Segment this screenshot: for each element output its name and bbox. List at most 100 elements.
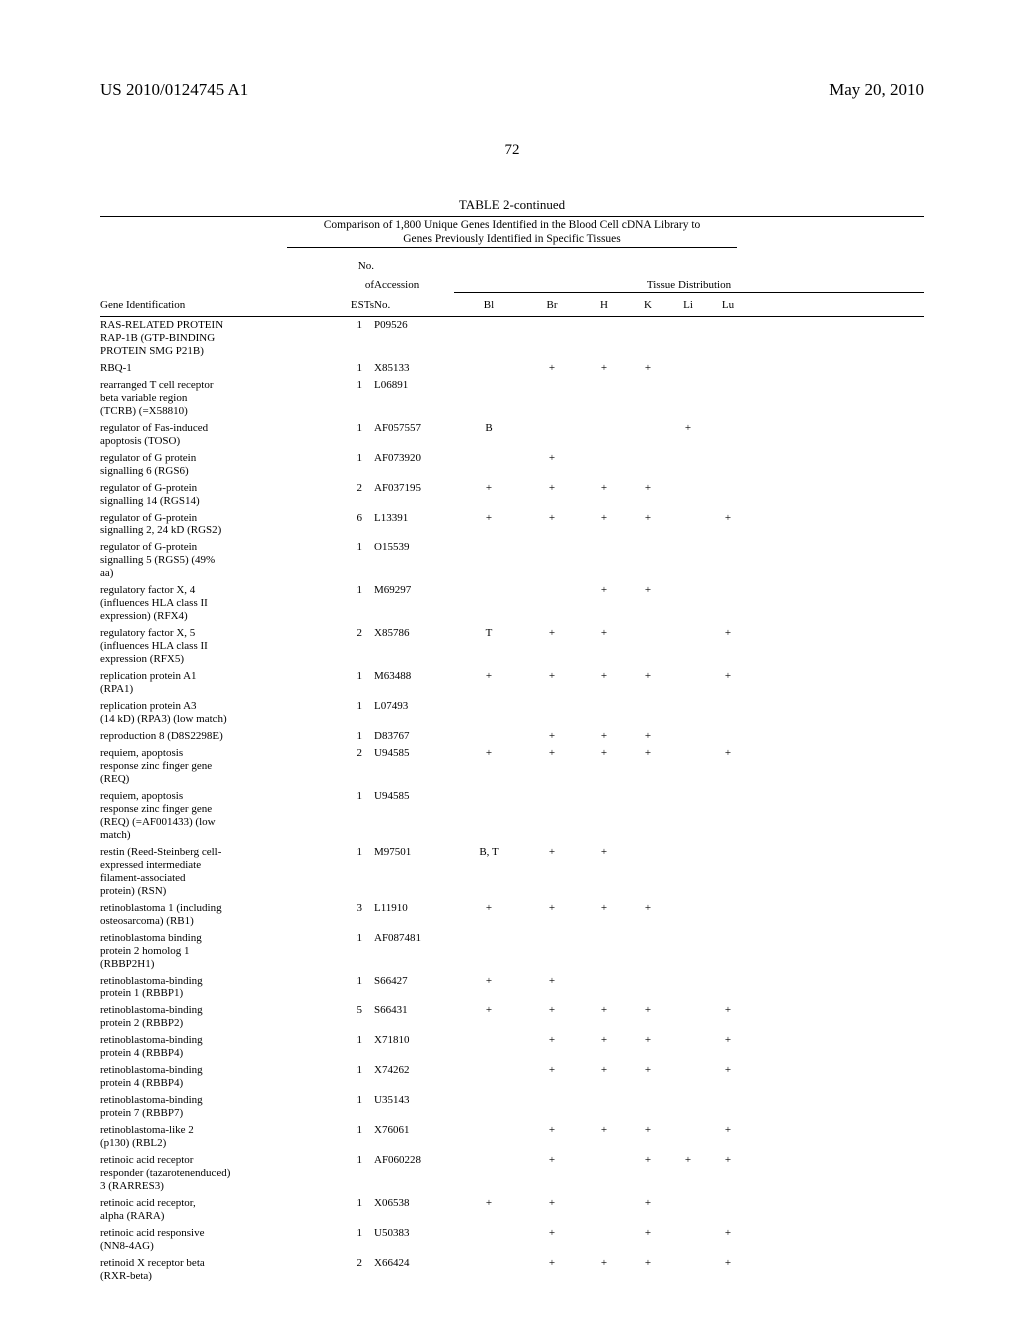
cell-lu <box>708 698 748 728</box>
table-row: retinoblastoma-bindingprotein 2 (RBBP2)5… <box>100 1002 924 1032</box>
cell-bl: + <box>454 973 524 1003</box>
table-row: RBQ-11X85133+++ <box>100 360 924 377</box>
cell-k: + <box>628 1032 668 1062</box>
cell-bl: + <box>454 668 524 698</box>
cell-lu <box>708 377 748 420</box>
cell-k <box>628 316 668 359</box>
cell-lu: + <box>708 510 748 540</box>
cell-accession: U94585 <box>374 745 454 788</box>
hdr-ests: ESTs <box>330 299 374 316</box>
cell-h: + <box>580 480 628 510</box>
cell-bl: B, T <box>454 844 524 900</box>
cell-k <box>628 844 668 900</box>
cell-li <box>668 360 708 377</box>
cell-accession: AF060228 <box>374 1152 454 1195</box>
cell-gene: RAS-RELATED PROTEINRAP-1B (GTP-BINDINGPR… <box>100 316 330 359</box>
cell-lu: + <box>708 1032 748 1062</box>
cell-accession: X66424 <box>374 1255 454 1285</box>
cell-accession: M97501 <box>374 844 454 900</box>
cell-h <box>580 930 628 973</box>
table-row: regulator of G-proteinsignalling 14 (RGS… <box>100 480 924 510</box>
cell-lu: + <box>708 1152 748 1195</box>
cell-br <box>524 1092 580 1122</box>
cell-li <box>668 1195 708 1225</box>
cell-bl: B <box>454 420 524 450</box>
cell-h <box>580 788 628 844</box>
table-row: replication protein A3(14 kD) (RPA3) (lo… <box>100 698 924 728</box>
table-row: rearranged T cell receptorbeta variable … <box>100 377 924 420</box>
cell-ests: 5 <box>330 1002 374 1032</box>
cell-k: + <box>628 1152 668 1195</box>
cell-bl <box>454 1122 524 1152</box>
cell-li <box>668 1062 708 1092</box>
hdr-bl: Bl <box>454 299 524 316</box>
cell-gene: regulator of G-proteinsignalling 2, 24 k… <box>100 510 330 540</box>
cell-accession: O15539 <box>374 539 454 582</box>
cell-accession: L13391 <box>374 510 454 540</box>
table-row: retinoblastoma-like 2(p130) (RBL2)1X7606… <box>100 1122 924 1152</box>
cell-k: + <box>628 1225 668 1255</box>
cell-br: + <box>524 360 580 377</box>
cell-lu: + <box>708 625 748 668</box>
hdr-k: K <box>628 299 668 316</box>
table-row: requiem, apoptosisresponse zinc finger g… <box>100 745 924 788</box>
cell-li <box>668 668 708 698</box>
cell-accession: X85133 <box>374 360 454 377</box>
cell-h <box>580 316 628 359</box>
cell-gene: reproduction 8 (D8S2298E) <box>100 728 330 745</box>
cell-h <box>580 1195 628 1225</box>
table-caption-line1: Comparison of 1,800 Unique Genes Identif… <box>100 219 924 231</box>
cell-lu <box>708 316 748 359</box>
cell-gene: retinoic acid receptorresponder (tazarot… <box>100 1152 330 1195</box>
cell-ests: 1 <box>330 316 374 359</box>
cell-br: + <box>524 728 580 745</box>
cell-gene: retinoblastoma-bindingprotein 2 (RBBP2) <box>100 1002 330 1032</box>
hdr-lu: Lu <box>708 299 748 316</box>
cell-bl <box>454 360 524 377</box>
cell-h: + <box>580 1002 628 1032</box>
cell-ests: 1 <box>330 1152 374 1195</box>
cell-bl: + <box>454 1195 524 1225</box>
hdr-tissue-distribution: Tissue Distribution <box>454 273 924 292</box>
table-header: No. of Accession Tissue Distribution Gen… <box>100 254 924 316</box>
cell-k: + <box>628 1195 668 1225</box>
cell-lu: + <box>708 745 748 788</box>
cell-bl <box>454 1092 524 1122</box>
cell-br: + <box>524 844 580 900</box>
table-row: retinoblastoma-bindingprotein 7 (RBBP7)1… <box>100 1092 924 1122</box>
cell-k: + <box>628 900 668 930</box>
cell-lu <box>708 844 748 900</box>
cell-h <box>580 377 628 420</box>
cell-h: + <box>580 1062 628 1092</box>
cell-br: + <box>524 1152 580 1195</box>
table-row: retinoblastoma bindingprotein 2 homolog … <box>100 930 924 973</box>
cell-lu <box>708 728 748 745</box>
table-row: regulator of G-proteinsignalling 2, 24 k… <box>100 510 924 540</box>
cell-lu <box>708 973 748 1003</box>
cell-ests: 1 <box>330 1092 374 1122</box>
table-row: retinoblastoma 1 (includingosteosarcoma)… <box>100 900 924 930</box>
hdr-no: No. <box>330 254 374 273</box>
cell-li <box>668 745 708 788</box>
cell-h <box>580 1225 628 1255</box>
cell-h: + <box>580 360 628 377</box>
cell-li <box>668 728 708 745</box>
cell-h: + <box>580 1122 628 1152</box>
cell-bl <box>454 930 524 973</box>
table-row: retinoid X receptor beta(RXR-beta)2X6642… <box>100 1255 924 1285</box>
cell-br: + <box>524 1032 580 1062</box>
cell-bl: T <box>454 625 524 668</box>
cell-ests: 2 <box>330 745 374 788</box>
cell-ests: 1 <box>330 377 374 420</box>
cell-ests: 1 <box>330 668 374 698</box>
cell-gene: retinoblastoma-bindingprotein 7 (RBBP7) <box>100 1092 330 1122</box>
cell-ests: 1 <box>330 1122 374 1152</box>
cell-ests: 2 <box>330 1255 374 1285</box>
cell-li <box>668 316 708 359</box>
cell-lu <box>708 788 748 844</box>
cell-h <box>580 973 628 1003</box>
cell-li <box>668 625 708 668</box>
cell-li <box>668 844 708 900</box>
cell-li <box>668 582 708 625</box>
cell-gene: retinoid X receptor beta(RXR-beta) <box>100 1255 330 1285</box>
